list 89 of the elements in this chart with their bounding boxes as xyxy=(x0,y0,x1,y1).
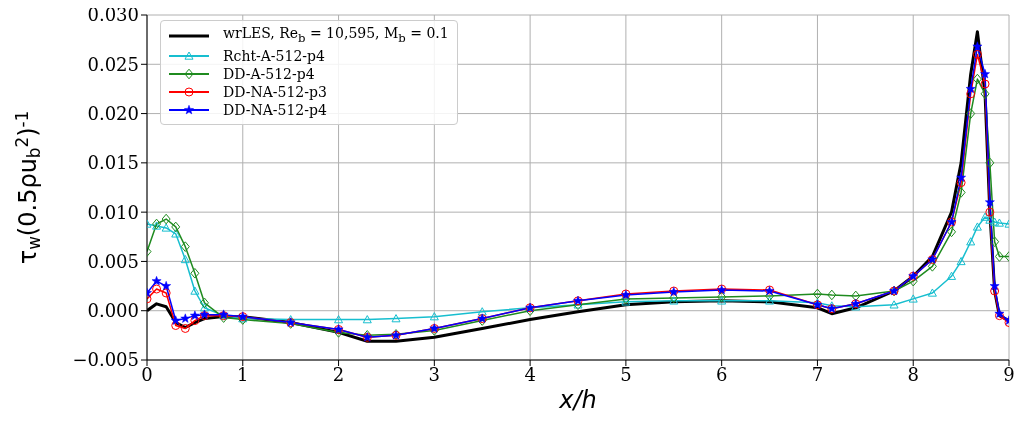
point xyxy=(170,315,181,325)
point xyxy=(985,197,995,207)
y-tick-label: 0.030 xyxy=(87,4,139,26)
legend-label: DD-A-512-p4 xyxy=(223,65,315,83)
y-tick-label: 0.010 xyxy=(87,201,139,223)
point xyxy=(985,157,995,169)
x-tick-label: 7 xyxy=(811,363,824,385)
point xyxy=(180,241,190,252)
point xyxy=(717,296,727,305)
y-tick-label: 0.025 xyxy=(87,53,139,75)
x-axis-title: x/h xyxy=(558,386,597,414)
point xyxy=(956,178,966,188)
point xyxy=(827,289,837,301)
point xyxy=(765,296,775,305)
point xyxy=(889,300,899,309)
point xyxy=(966,89,976,99)
point xyxy=(927,261,937,272)
point xyxy=(161,213,171,225)
point xyxy=(985,215,995,224)
legend-label: wrLES, Re$_{b}$ = 10,595, M$_{b}$ = 0.1 xyxy=(223,25,449,47)
y-tick-label: −0.005 xyxy=(72,349,139,371)
point xyxy=(947,226,957,238)
point xyxy=(362,315,372,324)
y-tick-label: 0.000 xyxy=(87,300,139,322)
point xyxy=(161,288,171,298)
point xyxy=(947,271,957,280)
x-tick-label: 5 xyxy=(620,363,632,385)
point xyxy=(990,217,1000,226)
legend-label: DD-NA-512-p3 xyxy=(223,83,327,101)
point xyxy=(966,237,976,246)
point xyxy=(989,281,1000,291)
y-tick-label: 0.005 xyxy=(87,250,139,272)
point xyxy=(908,294,918,303)
point xyxy=(180,323,190,333)
y-tick-label: 0.020 xyxy=(87,102,139,124)
point xyxy=(669,296,679,305)
point xyxy=(171,321,181,330)
point xyxy=(161,281,171,291)
point xyxy=(972,49,982,59)
point xyxy=(151,276,162,286)
point xyxy=(171,229,181,238)
x-tick-label: 8 xyxy=(907,363,919,385)
legend-label: Rcht-A-512-p4 xyxy=(223,47,325,65)
point xyxy=(717,291,727,303)
point xyxy=(180,254,190,264)
point xyxy=(927,288,937,297)
point xyxy=(477,307,487,316)
x-tick-label: 4 xyxy=(524,363,536,385)
point xyxy=(152,284,162,294)
point xyxy=(956,187,966,198)
point xyxy=(980,79,990,89)
point xyxy=(972,73,982,85)
x-tick-label: 2 xyxy=(332,363,345,385)
x-tick-label: 0 xyxy=(141,363,153,385)
point xyxy=(956,256,966,266)
point xyxy=(956,172,966,182)
point xyxy=(334,315,344,324)
point xyxy=(972,222,982,231)
point xyxy=(429,312,439,321)
point xyxy=(965,83,976,94)
x-tick-label: 1 xyxy=(237,363,249,385)
point xyxy=(161,223,171,232)
point xyxy=(199,303,209,312)
legend-label: DD-NA-512-p4 xyxy=(223,101,327,119)
point xyxy=(990,236,1000,248)
point xyxy=(180,313,191,323)
x-tick-label: 3 xyxy=(428,363,441,385)
point xyxy=(980,88,990,100)
x-tick-label: 6 xyxy=(715,363,728,385)
point xyxy=(190,267,200,279)
point xyxy=(966,108,976,119)
point xyxy=(190,286,200,295)
point xyxy=(990,286,1000,296)
point xyxy=(621,297,631,306)
point xyxy=(994,251,1004,262)
point xyxy=(391,314,401,323)
point xyxy=(190,310,200,320)
point xyxy=(980,212,990,221)
point xyxy=(994,218,1004,227)
point xyxy=(851,290,861,302)
point xyxy=(980,69,990,79)
point xyxy=(190,316,200,326)
point xyxy=(171,221,181,233)
point xyxy=(985,207,995,217)
y-tick-label: 0.015 xyxy=(87,152,139,174)
point xyxy=(199,297,209,309)
x-tick-label: 9 xyxy=(1003,363,1015,385)
point xyxy=(812,288,822,300)
point xyxy=(972,41,983,51)
